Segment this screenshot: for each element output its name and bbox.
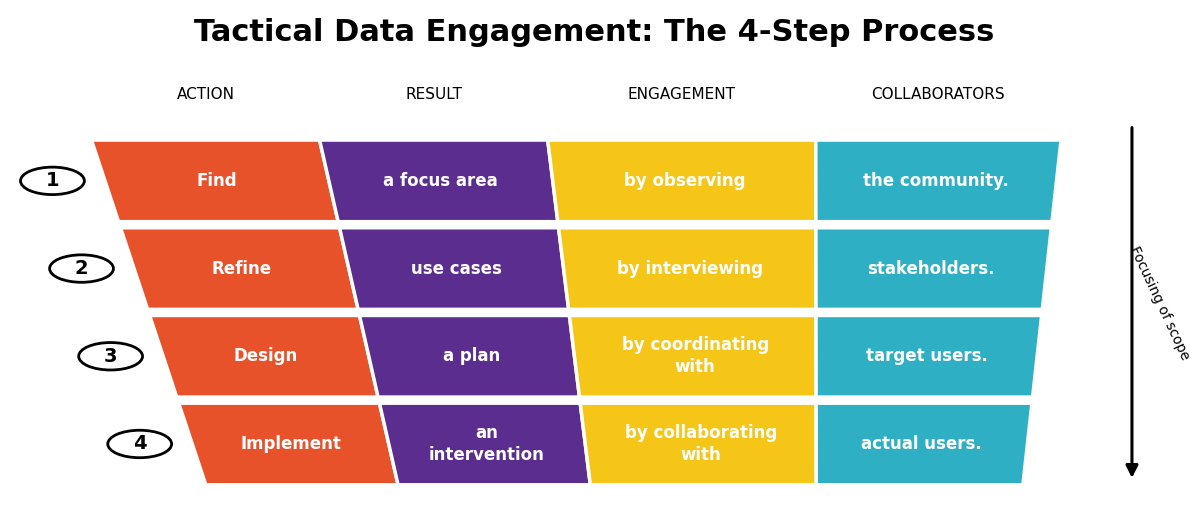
Circle shape [49, 255, 114, 282]
Circle shape [20, 167, 84, 195]
Text: Design: Design [234, 347, 298, 365]
Polygon shape [558, 228, 816, 309]
Polygon shape [319, 140, 558, 222]
Text: by observing: by observing [624, 172, 745, 190]
Polygon shape [547, 140, 816, 222]
Text: by collaborating
with: by collaborating with [624, 424, 776, 464]
Polygon shape [816, 228, 1051, 309]
Text: 1: 1 [46, 171, 59, 190]
Polygon shape [816, 316, 1042, 397]
Polygon shape [91, 140, 338, 222]
Text: Refine: Refine [211, 260, 271, 278]
Circle shape [79, 342, 143, 370]
Polygon shape [360, 316, 580, 397]
Text: by interviewing: by interviewing [617, 260, 763, 278]
Text: the community.: the community. [863, 172, 1009, 190]
Text: Tactical Data Engagement: The 4-Step Process: Tactical Data Engagement: The 4-Step Pro… [193, 18, 994, 47]
Text: COLLABORATORS: COLLABORATORS [871, 87, 1006, 102]
Polygon shape [120, 228, 358, 309]
Text: target users.: target users. [865, 347, 988, 365]
Circle shape [108, 430, 172, 457]
Text: Implement: Implement [240, 435, 341, 453]
Polygon shape [179, 403, 398, 485]
Text: ENGAGEMENT: ENGAGEMENT [628, 87, 736, 102]
Text: RESULT: RESULT [406, 87, 462, 102]
Polygon shape [150, 316, 378, 397]
Text: 2: 2 [74, 259, 89, 278]
Text: 4: 4 [133, 434, 146, 453]
Text: a focus area: a focus area [384, 172, 498, 190]
Text: Focusing of scope: Focusing of scope [1127, 244, 1192, 362]
Text: a plan: a plan [443, 347, 500, 365]
Text: ACTION: ACTION [176, 87, 234, 102]
Text: an
intervention: an intervention [430, 424, 545, 464]
Polygon shape [816, 140, 1061, 222]
Text: use cases: use cases [410, 260, 502, 278]
Text: by coordinating
with: by coordinating with [622, 336, 769, 376]
Polygon shape [569, 316, 816, 397]
Text: stakeholders.: stakeholders. [868, 260, 995, 278]
Text: 3: 3 [104, 347, 118, 366]
Polygon shape [581, 403, 816, 485]
Text: actual users.: actual users. [862, 435, 982, 453]
Polygon shape [340, 228, 569, 309]
Polygon shape [816, 403, 1032, 485]
Text: Find: Find [197, 172, 238, 190]
Polygon shape [379, 403, 590, 485]
